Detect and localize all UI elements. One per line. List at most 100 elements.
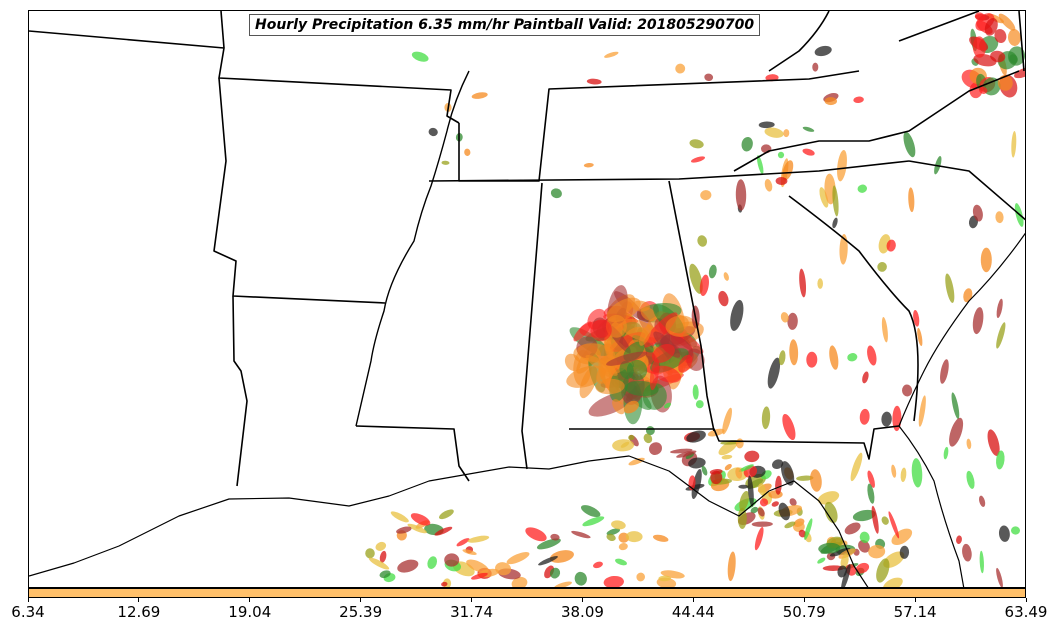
paintball (877, 262, 887, 272)
paintball (764, 127, 784, 138)
paintball (574, 571, 587, 586)
paintball (782, 413, 796, 441)
paintball (593, 561, 603, 569)
paintball (962, 543, 972, 562)
coastline (898, 232, 1025, 427)
paintball (765, 74, 779, 82)
paintball (1011, 526, 1020, 535)
paintball (701, 465, 708, 476)
paintball (595, 378, 625, 395)
paintball (782, 160, 794, 181)
paintball (775, 475, 782, 495)
paintball (525, 527, 547, 542)
paintball (690, 156, 706, 163)
paintball (868, 544, 886, 559)
paintball (778, 350, 786, 366)
paintball (735, 179, 747, 211)
precipitation-paintballs (365, 12, 1025, 587)
paintball (750, 506, 759, 514)
border-line (428, 160, 910, 182)
paintball (758, 121, 775, 129)
paintball (625, 531, 643, 543)
paintball (850, 452, 863, 482)
paintball (438, 509, 454, 520)
paintball (606, 351, 648, 366)
paintball (804, 518, 813, 540)
paintball (676, 450, 697, 458)
paintball (390, 511, 409, 523)
paintball (708, 264, 717, 279)
paintball (735, 467, 743, 479)
border-line (521, 182, 543, 470)
paintball (678, 354, 693, 373)
paintball (891, 528, 913, 546)
paintball (972, 204, 983, 222)
paintball (806, 351, 818, 368)
paintball (777, 151, 785, 159)
paintball (695, 400, 704, 409)
colorbar-tick (1025, 598, 1027, 602)
paintball (918, 395, 926, 427)
paintball (652, 534, 669, 542)
paintball (812, 62, 819, 72)
paintball (466, 559, 489, 573)
paintball (994, 28, 1007, 44)
paintball (781, 461, 795, 486)
paintball (471, 92, 488, 99)
paintball (783, 129, 790, 138)
paintball (793, 521, 805, 533)
paintball (754, 526, 764, 551)
paintball (603, 575, 624, 587)
paintball (704, 73, 714, 82)
paintball (467, 535, 490, 543)
paintball (979, 495, 986, 507)
paintball (759, 498, 769, 507)
paintball (837, 150, 847, 182)
paintball (441, 581, 448, 587)
paintball (881, 411, 892, 427)
paintball (996, 567, 1003, 587)
paintball (738, 464, 754, 472)
paintball (852, 509, 876, 522)
paintball (996, 298, 1003, 319)
border-line (768, 11, 830, 72)
paintball (620, 441, 630, 448)
paintball (858, 539, 870, 553)
paintball (434, 526, 453, 536)
paintball (643, 433, 653, 444)
paintball (462, 549, 477, 555)
paintball (604, 51, 619, 58)
paintball (691, 468, 702, 500)
paintball (511, 576, 528, 587)
paintball (979, 550, 984, 574)
paintball (798, 529, 807, 538)
paintball (396, 526, 412, 534)
paintball (727, 551, 736, 582)
colorbar-tick (27, 598, 29, 602)
paintball (891, 464, 897, 478)
colorbar-tick (914, 598, 916, 602)
paintball (739, 490, 750, 511)
paintball (700, 190, 712, 201)
border-line (898, 11, 980, 42)
paintball (444, 553, 460, 567)
paintball (908, 187, 915, 213)
paintball (764, 179, 773, 192)
paintball (664, 402, 671, 409)
paintball (441, 160, 450, 165)
border-line (1018, 11, 1025, 72)
paintball (697, 235, 708, 247)
paintball (747, 475, 754, 507)
paintball (428, 127, 438, 137)
paintball (859, 408, 870, 425)
paintball (817, 557, 826, 564)
paintball (945, 273, 955, 303)
border-line (458, 70, 860, 182)
paintball (996, 450, 1005, 470)
paintball (814, 45, 832, 57)
paintball (867, 345, 877, 366)
coastline (898, 425, 965, 587)
paintball (758, 483, 766, 496)
paintball (730, 299, 744, 331)
paintball (564, 353, 581, 372)
